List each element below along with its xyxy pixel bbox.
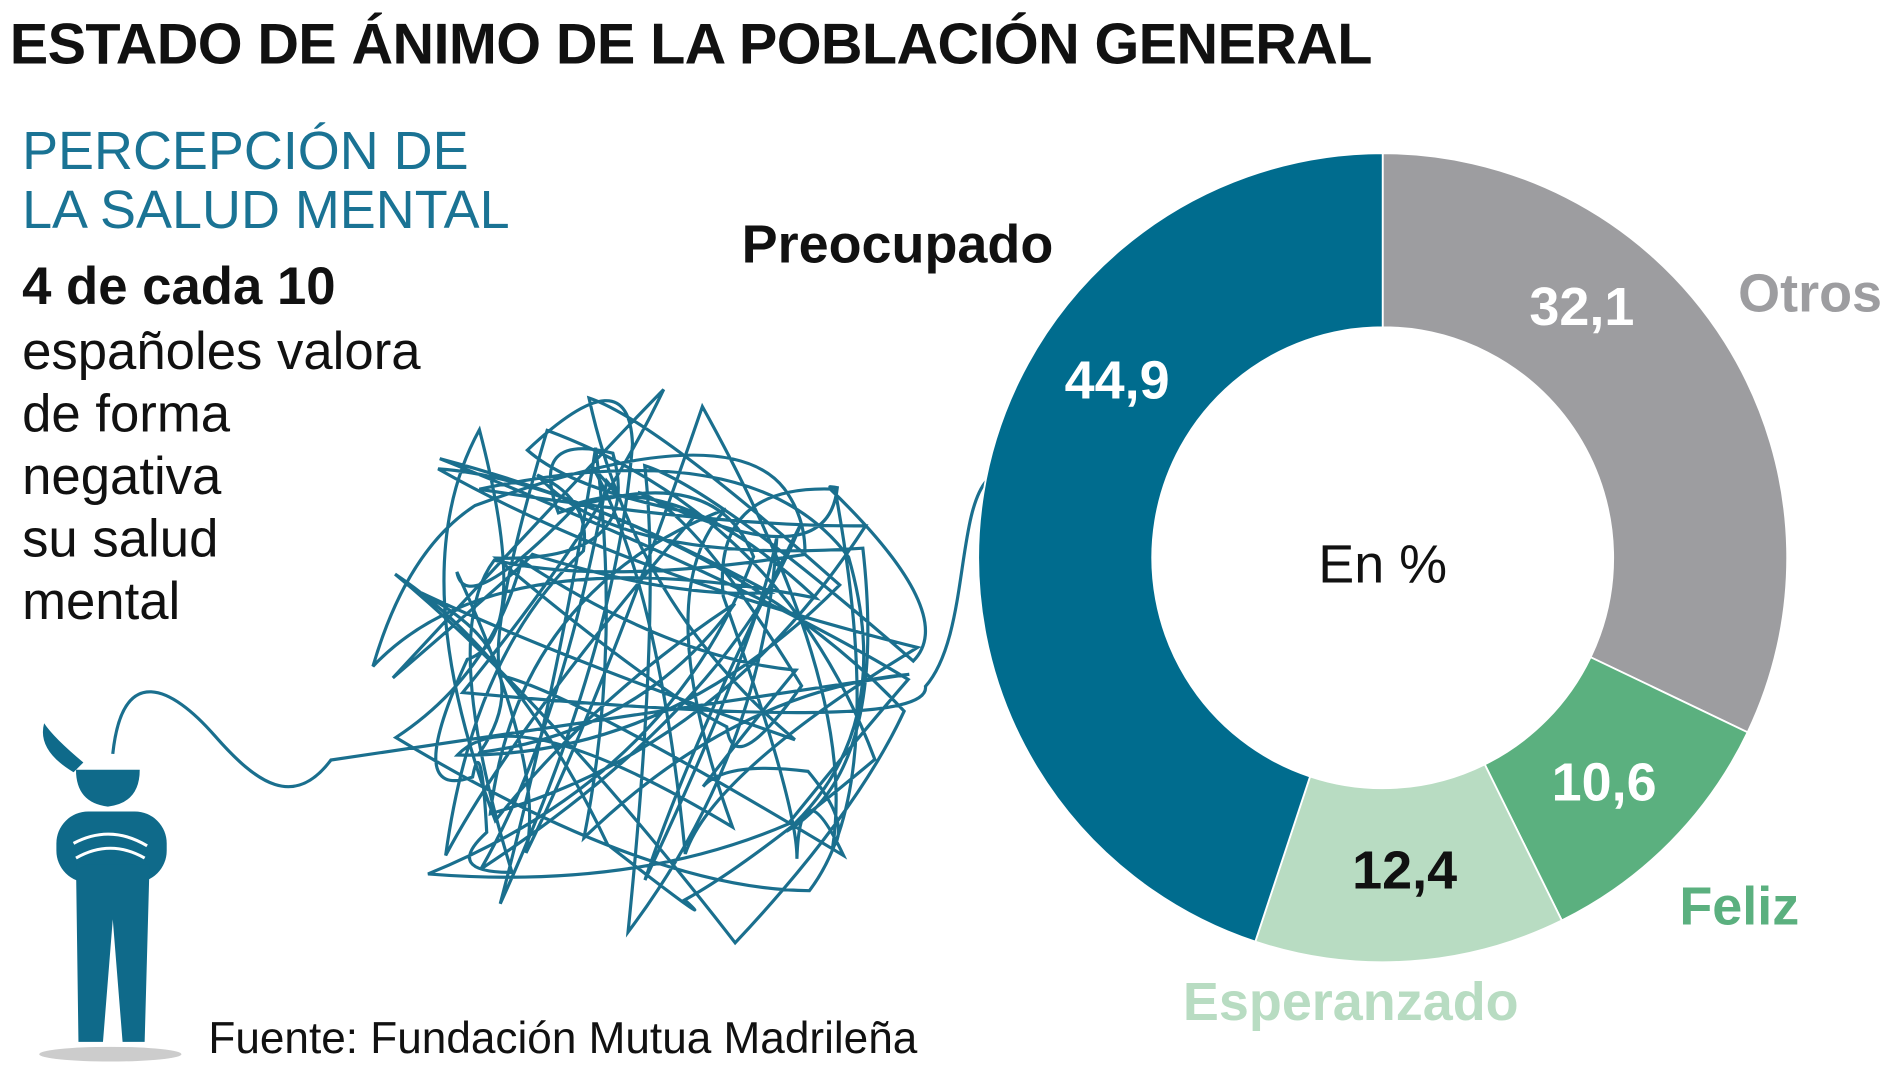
page-title: ESTADO DE ÁNIMO DE LA POBLACIÓN GENERAL (9, 11, 1373, 76)
value-label: 44,9 (1064, 350, 1170, 411)
body-line: negativa (22, 447, 222, 507)
body-line: de forma (22, 384, 231, 444)
body-line: españoles valora (22, 322, 421, 382)
subtitle-line: LA SALUD MENTAL (22, 180, 510, 241)
person-icon (39, 723, 182, 1062)
body-text: españoles valora de forma negativa su sa… (22, 321, 421, 634)
category-label: Esperanzado (1182, 972, 1519, 1033)
category-label: Otros (1738, 263, 1883, 324)
category-label: Feliz (1679, 876, 1800, 937)
center-label: En % (1318, 534, 1447, 594)
value-label: 12,4 (1352, 841, 1458, 902)
body-line: su salud (22, 509, 219, 569)
thread-ball-icon (111, 388, 988, 946)
subtitle: PERCEPCIÓN DE LA SALUD MENTAL (22, 121, 510, 241)
source-note: Fuente: Fundación Mutua Madrileña (208, 1012, 918, 1063)
thread-path (111, 388, 988, 946)
slice-preocupado (977, 152, 1384, 943)
value-label: 10,6 (1551, 752, 1657, 813)
body-line: mental (22, 572, 181, 632)
slice-otros (1381, 152, 1789, 734)
category-label: Preocupado (741, 214, 1054, 275)
lead-stat: 4 de cada 10 (22, 257, 336, 317)
subtitle-line: PERCEPCIÓN DE (22, 121, 469, 182)
value-label: 32,1 (1529, 277, 1635, 338)
